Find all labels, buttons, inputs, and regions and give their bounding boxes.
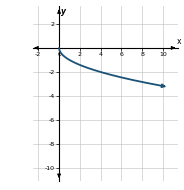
Text: x: x [176,37,181,46]
Text: y: y [61,7,66,16]
